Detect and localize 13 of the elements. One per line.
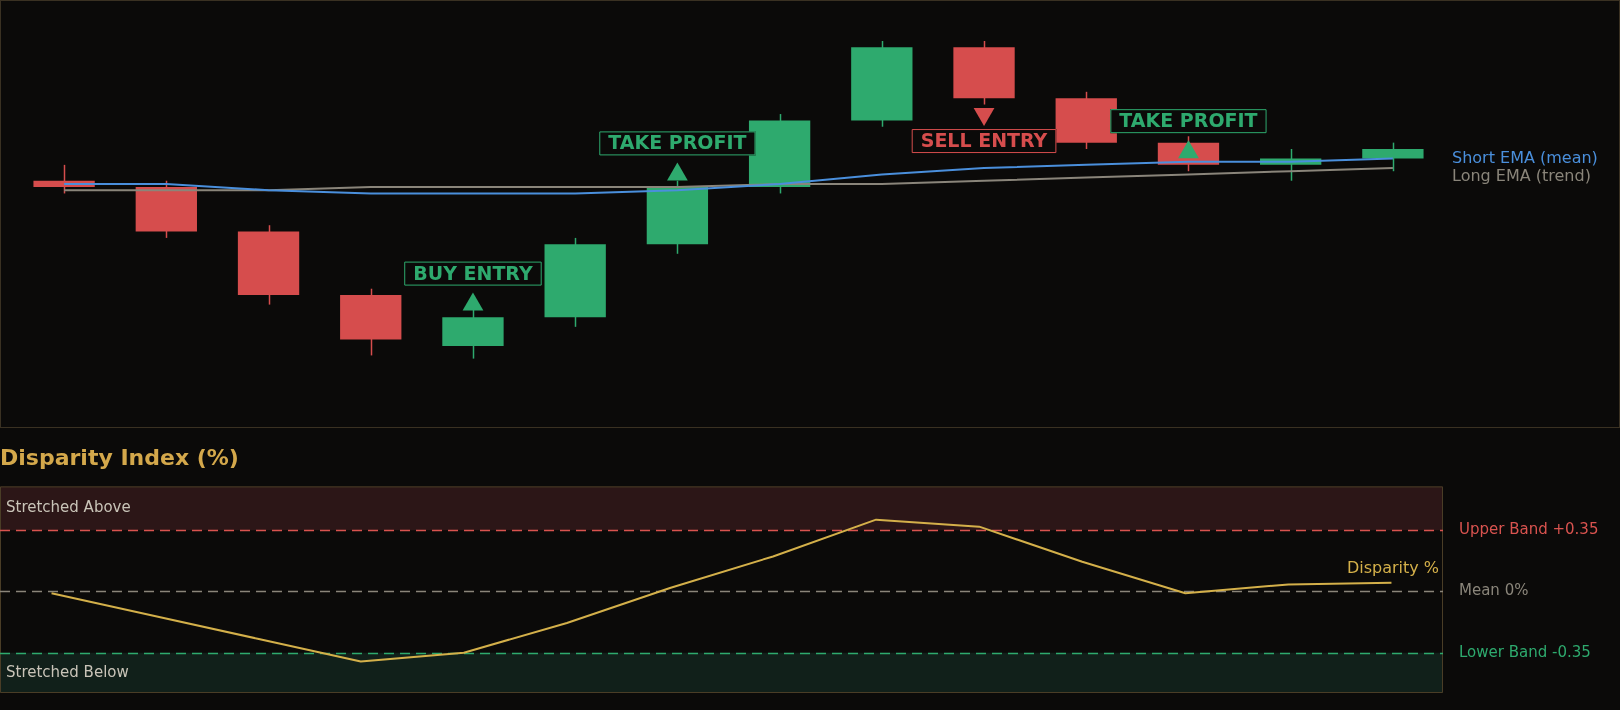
y-tick-label: Upper Band +0.35 <box>1459 520 1599 539</box>
annotation: TAKE PROFIT <box>1119 109 1258 132</box>
text: Long EMA (trend) <box>1452 165 1591 185</box>
annotation: BUY ENTRY <box>413 261 533 284</box>
band-label: Stretched Above <box>6 498 131 517</box>
text: Short EMA (mean) <box>1452 147 1598 167</box>
band-label: Stretched Below <box>6 662 129 681</box>
series-label: Disparity % <box>1346 557 1439 577</box>
annotation: TAKE PROFIT <box>608 131 747 154</box>
y-tick-label: Lower Band -0.35 <box>1459 642 1591 661</box>
chart-title: Disparity Index (%) <box>0 444 239 470</box>
annotation: SELL ENTRY <box>920 128 1048 151</box>
y-tick-label: Mean 0% <box>1459 581 1529 600</box>
